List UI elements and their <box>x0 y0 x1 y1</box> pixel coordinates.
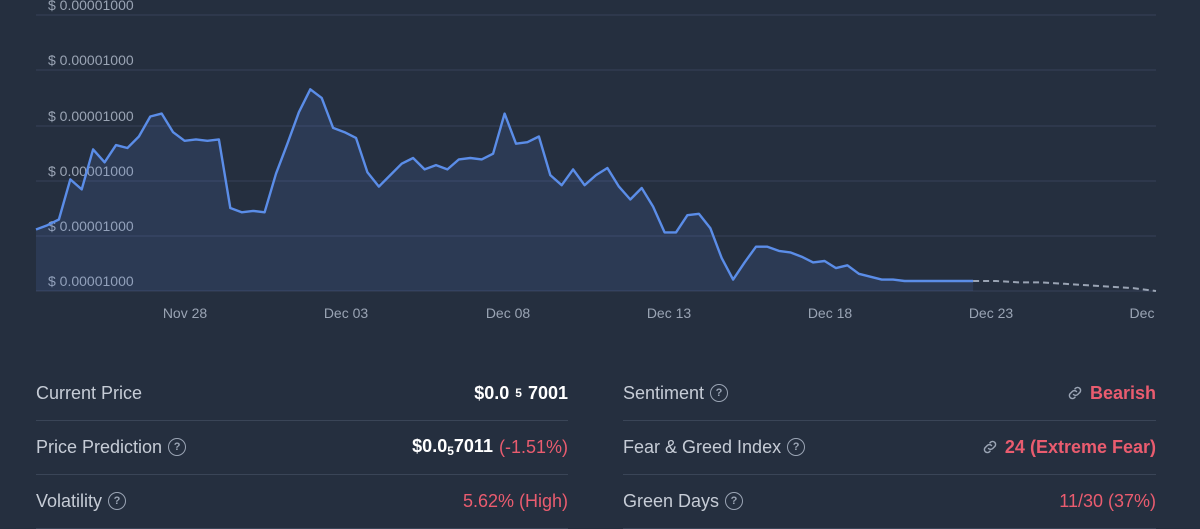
stat-label: Sentiment? <box>623 383 729 404</box>
stat-row-price-prediction: Price Prediction? $0.057011 (-1.51%) <box>36 420 568 475</box>
prediction-line <box>973 280 1157 292</box>
x-tick-label: Nov 28 <box>163 305 208 321</box>
x-tick-label: Dec 08 <box>486 305 531 321</box>
y-tick-label: $ 0.00001000 <box>48 52 134 68</box>
stat-row-fear-greed: Fear & Greed Index? 24 (Extreme Fear) <box>623 420 1156 475</box>
help-icon[interactable]: ? <box>168 438 187 456</box>
x-tick-label: Dec 13 <box>647 305 692 321</box>
stat-row-green-days: Green Days? 11/30 (37%) <box>623 474 1156 529</box>
chart-grid <box>36 14 1156 292</box>
link-icon <box>1068 386 1082 400</box>
x-axis-ticks: Nov 28 Dec 03 Dec 08 Dec 13 Dec 18 Dec 23 Dec <box>163 305 1155 321</box>
sentiment-value[interactable]: Bearish <box>1066 383 1156 404</box>
y-tick-label: $ 0.00001000 <box>48 0 134 13</box>
stat-row-sentiment: Sentiment? Bearish <box>623 366 1156 421</box>
stat-row-current-price: Current Price $0.0 5 7001 <box>36 366 568 421</box>
stat-row-volatility: Volatility? 5.62% (High) <box>36 474 568 529</box>
y-tick-label: $ 0.00001000 <box>48 218 134 234</box>
help-icon[interactable]: ? <box>710 384 729 402</box>
price-line <box>35 88 974 283</box>
stat-label: Current Price <box>36 382 143 403</box>
x-tick-label: Dec 03 <box>324 305 369 321</box>
help-icon[interactable]: ? <box>725 492 744 510</box>
prediction-change: (-1.51%) <box>498 436 568 457</box>
y-axis-ticks: $ 0.00001000 $ 0.00001000 $ 0.00001000 $ 0.… <box>48 0 134 289</box>
stat-label: Fear & Greed Index? <box>623 437 806 458</box>
y-tick-label: $ 0.00001000 <box>48 163 134 179</box>
x-tick-label: Dec 18 <box>808 305 853 321</box>
stat-label: Volatility? <box>36 491 127 512</box>
help-icon[interactable]: ? <box>108 492 127 510</box>
y-tick-label: $ 0.00001000 <box>48 108 134 124</box>
x-tick-label: Dec <box>1130 305 1155 321</box>
stat-label: Green Days? <box>623 491 744 512</box>
price-prediction-value: $0.057011 (-1.51%) <box>412 436 568 458</box>
help-icon[interactable]: ? <box>787 438 806 456</box>
link-icon <box>983 440 997 454</box>
price-chart: $ 0.00001000 $ 0.00001000 $ 0.00001000 $ 0.… <box>35 0 1157 321</box>
stat-label: Price Prediction? <box>36 437 187 458</box>
green-days-value: 11/30 (37%) <box>1059 490 1156 511</box>
volatility-value: 5.62% (High) <box>462 490 568 511</box>
current-price-value: $0.0 5 7001 <box>474 382 568 403</box>
price-area-fill <box>36 89 974 291</box>
x-tick-label: Dec 23 <box>969 305 1014 321</box>
y-tick-label: $ 0.00001000 <box>48 273 134 289</box>
fear-greed-value[interactable]: 24 (Extreme Fear) <box>981 437 1156 458</box>
